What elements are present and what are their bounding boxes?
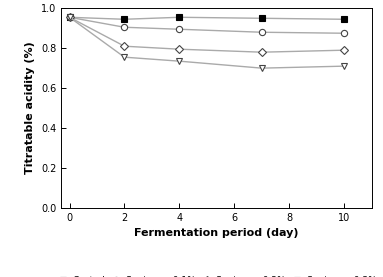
Line: Control: Control	[66, 14, 347, 22]
Control	[122, 18, 127, 21]
Line: Sepiae os 0.3%: Sepiae os 0.3%	[66, 14, 347, 71]
Sepiae os 0.1%	[67, 16, 72, 19]
Control	[342, 18, 346, 21]
Sepiae os 0.3%	[259, 66, 264, 70]
Sepiae os 0.1%	[177, 28, 182, 31]
Sepiae os 0.1%	[122, 25, 127, 29]
Sepiae os 0.3%	[177, 60, 182, 63]
Sepiae os 0.3%	[122, 55, 127, 59]
Sepiae os 0.2%	[67, 16, 72, 19]
Sepiae os 0.2%	[259, 50, 264, 54]
Sepiae os 0.2%	[122, 45, 127, 48]
Sepiae os 0.1%	[259, 30, 264, 34]
Sepiae os 0.3%	[342, 65, 346, 68]
Legend: Control, Sepiae os 0.1%, Sepiae os 0.2%, Sepiae os 0.3%: Control, Sepiae os 0.1%, Sepiae os 0.2%,…	[56, 276, 376, 277]
Sepiae os 0.2%	[342, 48, 346, 52]
Control	[259, 17, 264, 20]
Line: Sepiae os 0.1%: Sepiae os 0.1%	[66, 14, 347, 36]
Sepiae os 0.2%	[177, 48, 182, 51]
X-axis label: Fermentation period (day): Fermentation period (day)	[134, 228, 299, 238]
Y-axis label: Titratable acidity (%): Titratable acidity (%)	[26, 42, 36, 175]
Sepiae os 0.3%	[67, 16, 72, 19]
Control	[67, 16, 72, 19]
Sepiae os 0.1%	[342, 32, 346, 35]
Line: Sepiae os 0.2%: Sepiae os 0.2%	[67, 14, 347, 55]
Control	[177, 16, 182, 19]
